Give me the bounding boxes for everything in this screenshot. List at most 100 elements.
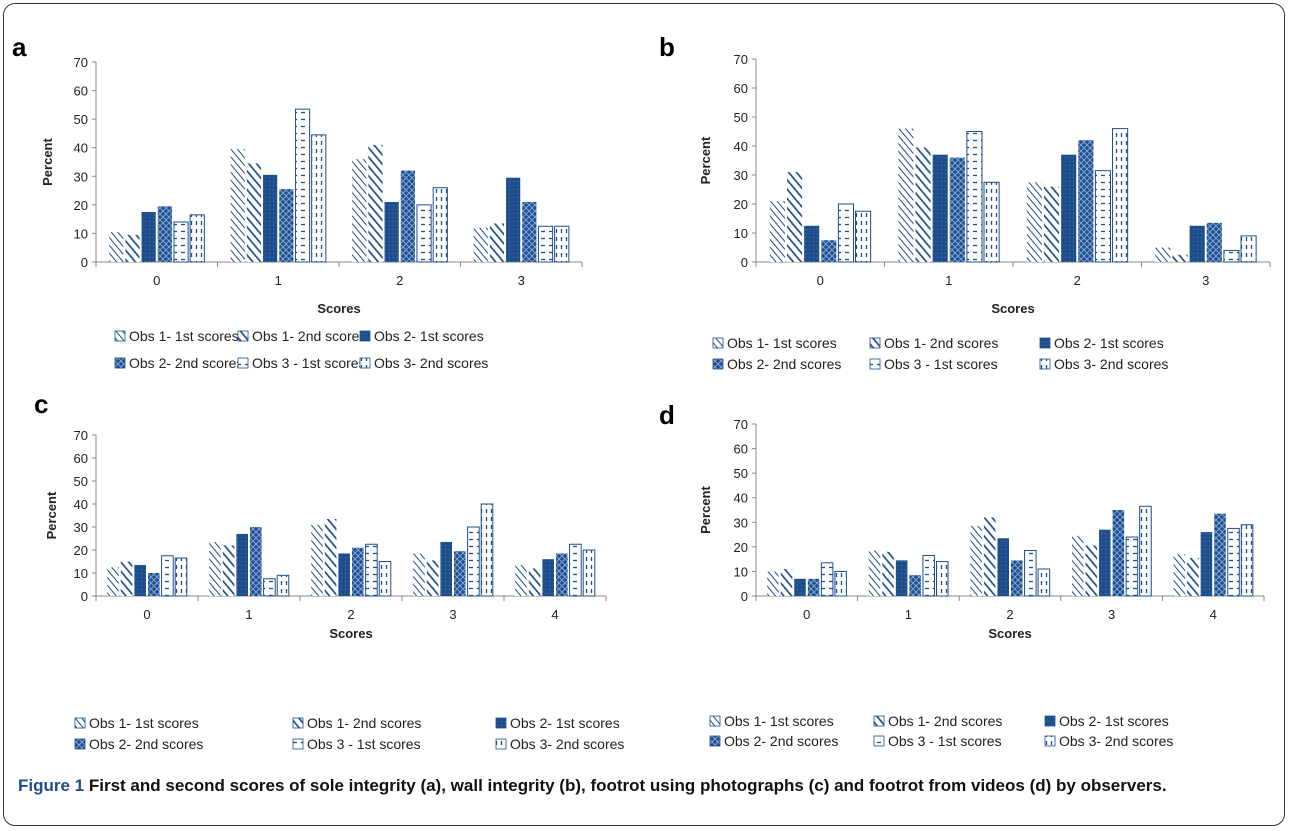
bar bbox=[1112, 510, 1125, 596]
x-tick-label: 0 bbox=[817, 273, 824, 288]
bar bbox=[489, 223, 505, 262]
legend-swatch bbox=[74, 738, 86, 750]
legend-label: Obs 3 - 1st scores bbox=[888, 733, 1002, 749]
legend-swatch bbox=[873, 735, 885, 747]
bar bbox=[983, 181, 1000, 263]
bar bbox=[1024, 550, 1037, 597]
x-tick-label: 3 bbox=[518, 273, 525, 288]
bar bbox=[1206, 222, 1222, 262]
bar bbox=[569, 543, 582, 597]
bar bbox=[416, 204, 432, 263]
bar bbox=[1189, 225, 1205, 262]
bar bbox=[432, 187, 448, 263]
y-tick-label: 20 bbox=[74, 543, 88, 558]
bar bbox=[1099, 529, 1111, 596]
legend-label: Obs 2- 1st scores bbox=[1054, 335, 1164, 351]
bar bbox=[250, 527, 262, 596]
x-tick-label: 0 bbox=[803, 607, 810, 622]
legend-label: Obs 1- 1st scores bbox=[89, 715, 199, 731]
x-tick-label: 1 bbox=[275, 273, 282, 288]
y-tick-label: 0 bbox=[81, 255, 88, 270]
legend-label: Obs 1- 2nd scores bbox=[252, 328, 366, 344]
legend-label: Obs 3- 2nd scores bbox=[1059, 733, 1173, 749]
panel-letter-b: b bbox=[659, 32, 675, 62]
bar bbox=[834, 570, 847, 597]
legend-label: Obs 1- 1st scores bbox=[129, 328, 239, 344]
y-tick-label: 40 bbox=[734, 491, 748, 506]
bar bbox=[189, 214, 205, 263]
bar bbox=[1061, 154, 1077, 262]
bar bbox=[794, 578, 806, 596]
bar bbox=[882, 551, 894, 596]
bar bbox=[767, 571, 779, 596]
legend-swatch bbox=[114, 330, 126, 342]
legend-label: Obs 1- 2nd scores bbox=[884, 335, 998, 351]
bar bbox=[311, 524, 323, 596]
y-tick-label: 50 bbox=[734, 466, 748, 481]
legend-swatch bbox=[1039, 337, 1051, 349]
bar bbox=[480, 503, 494, 597]
bar bbox=[1043, 186, 1060, 262]
bar bbox=[922, 554, 935, 597]
legend-swatch bbox=[1044, 715, 1056, 727]
legend-swatch bbox=[712, 337, 724, 349]
y-tick-label: 50 bbox=[74, 474, 88, 489]
bar bbox=[161, 555, 174, 597]
bar bbox=[855, 210, 872, 263]
legend-swatch bbox=[495, 717, 507, 729]
x-tick-label: 3 bbox=[1202, 273, 1209, 288]
legend-swatch bbox=[1039, 358, 1051, 370]
bar bbox=[125, 234, 140, 262]
bar bbox=[769, 201, 785, 262]
bar bbox=[949, 157, 965, 262]
legend-label: Obs 2- 1st scores bbox=[1059, 713, 1169, 729]
y-tick-label: 50 bbox=[734, 110, 748, 125]
y-tick-label: 60 bbox=[74, 84, 88, 99]
bar bbox=[983, 517, 996, 596]
panel-letter-c: c bbox=[34, 389, 48, 419]
bar bbox=[837, 203, 855, 263]
legend-label: Obs 3- 2nd scores bbox=[510, 736, 624, 752]
y-tick-label: 20 bbox=[734, 197, 748, 212]
bar bbox=[915, 147, 931, 262]
bar bbox=[909, 575, 921, 596]
bar bbox=[413, 553, 425, 596]
y-tick-label: 70 bbox=[734, 52, 748, 67]
bar bbox=[1026, 182, 1042, 262]
bar bbox=[1085, 545, 1098, 596]
x-tick-label: 2 bbox=[347, 607, 354, 622]
x-tick-label: 0 bbox=[143, 607, 150, 622]
bar bbox=[582, 549, 596, 597]
bar bbox=[236, 533, 248, 596]
legend-swatch bbox=[237, 357, 249, 369]
x-axis-title: Scores bbox=[329, 626, 372, 641]
legend-label: Obs 2- 1st scores bbox=[374, 328, 484, 344]
bar bbox=[1094, 170, 1112, 263]
legend-label: Obs 1- 2nd scores bbox=[307, 715, 421, 731]
y-tick-label: 30 bbox=[734, 515, 748, 530]
caption-text: First and second scores of sole integrit… bbox=[88, 776, 1167, 795]
bar bbox=[556, 553, 568, 596]
bar bbox=[141, 212, 156, 262]
x-tick-label: 3 bbox=[1108, 607, 1115, 622]
legend-swatch bbox=[74, 717, 86, 729]
bar bbox=[821, 240, 837, 262]
bar bbox=[263, 174, 278, 262]
bar bbox=[1214, 513, 1226, 596]
y-tick-label: 10 bbox=[74, 226, 88, 241]
y-tick-label: 10 bbox=[734, 564, 748, 579]
x-tick-label: 2 bbox=[396, 273, 403, 288]
legend-label: Obs 1- 1st scores bbox=[727, 335, 837, 351]
legend-swatch bbox=[709, 735, 721, 747]
legend-swatch bbox=[292, 717, 304, 729]
y-tick-label: 10 bbox=[74, 566, 88, 581]
bar bbox=[966, 131, 983, 263]
bar bbox=[338, 553, 350, 596]
legend-label: Obs 3- 2nd scores bbox=[374, 355, 488, 371]
panel-letter-a: a bbox=[12, 32, 27, 62]
legend-label: Obs 1- 2nd scores bbox=[888, 713, 1002, 729]
x-tick-label: 2 bbox=[1006, 607, 1013, 622]
y-axis-title: Percent bbox=[698, 136, 713, 184]
bar bbox=[426, 560, 439, 596]
bar bbox=[454, 551, 466, 596]
